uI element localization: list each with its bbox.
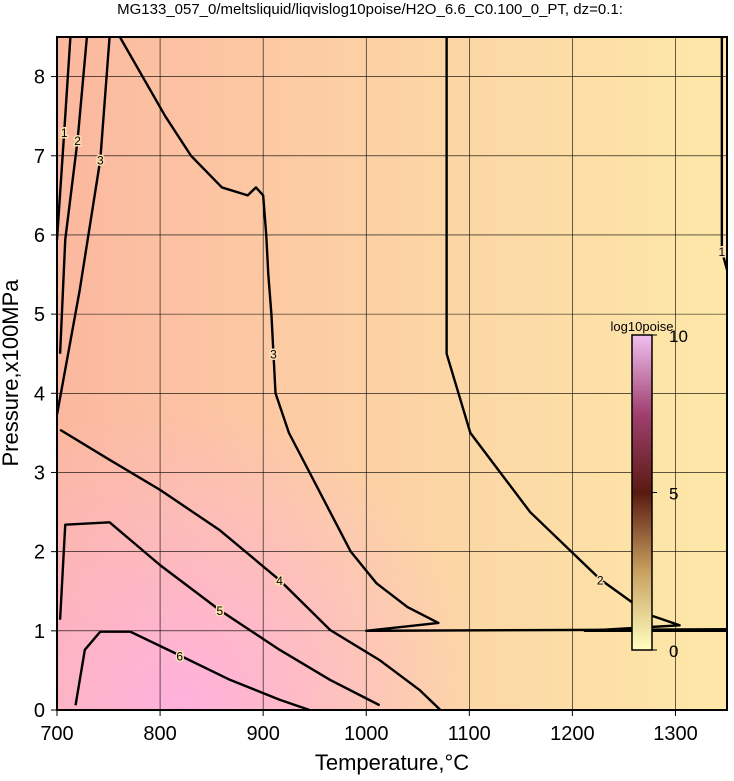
contour-line [74,630,310,712]
contour-line [55,36,111,415]
y-tick-label: 8 [34,67,45,89]
y-tick-label: 7 [34,146,45,168]
x-tick-label: 1200 [550,723,595,745]
contour-label: 4 [276,574,283,588]
x-tick-label: 1300 [653,723,698,745]
colorbar-tick-label: 10 [669,327,688,346]
y-axis-label: Pressure,x100MPa [0,279,23,467]
x-axis-label: Temperature,°C [315,750,469,775]
y-tick-label: 1 [34,621,45,643]
contour-label: 1 [719,245,726,259]
contour-line [720,37,729,271]
contour-label: 5 [217,604,224,618]
x-tick-label: 1100 [448,723,491,745]
y-tick-label: 3 [34,462,45,484]
y-tick-label: 0 [34,700,45,722]
x-tick-label: 900 [246,723,279,745]
x-tick-label: 800 [143,723,176,745]
contour-label: 3 [270,348,277,362]
contour-label: 1 [61,126,68,140]
contour-label: 2 [74,134,81,148]
contour-line [58,521,381,707]
chart-title: MG133_057_0/meltsliquid/liqvislog10poise… [117,1,623,18]
plot-frame [56,36,728,711]
y-tick-label: 5 [34,304,45,326]
contour-label: 3 [97,154,104,168]
y-tick-label: 6 [34,225,45,247]
contour-line [118,36,728,633]
colorbar [631,334,653,651]
colorbar-label: log10poise [611,319,674,334]
contour-line [55,36,72,240]
contour-line [59,428,442,711]
contour-label: 2 [597,573,604,587]
colorbar-tick-label: 5 [669,485,678,504]
plot-shade [57,37,727,710]
colorbar-tick-label: 0 [669,642,678,661]
x-tick-label: 700 [40,723,73,745]
y-tick-label: 2 [34,542,45,564]
contour-line [58,36,89,354]
y-tick-label: 4 [34,383,45,405]
contour-label: 6 [176,649,183,663]
x-tick-label: 1000 [344,723,389,745]
